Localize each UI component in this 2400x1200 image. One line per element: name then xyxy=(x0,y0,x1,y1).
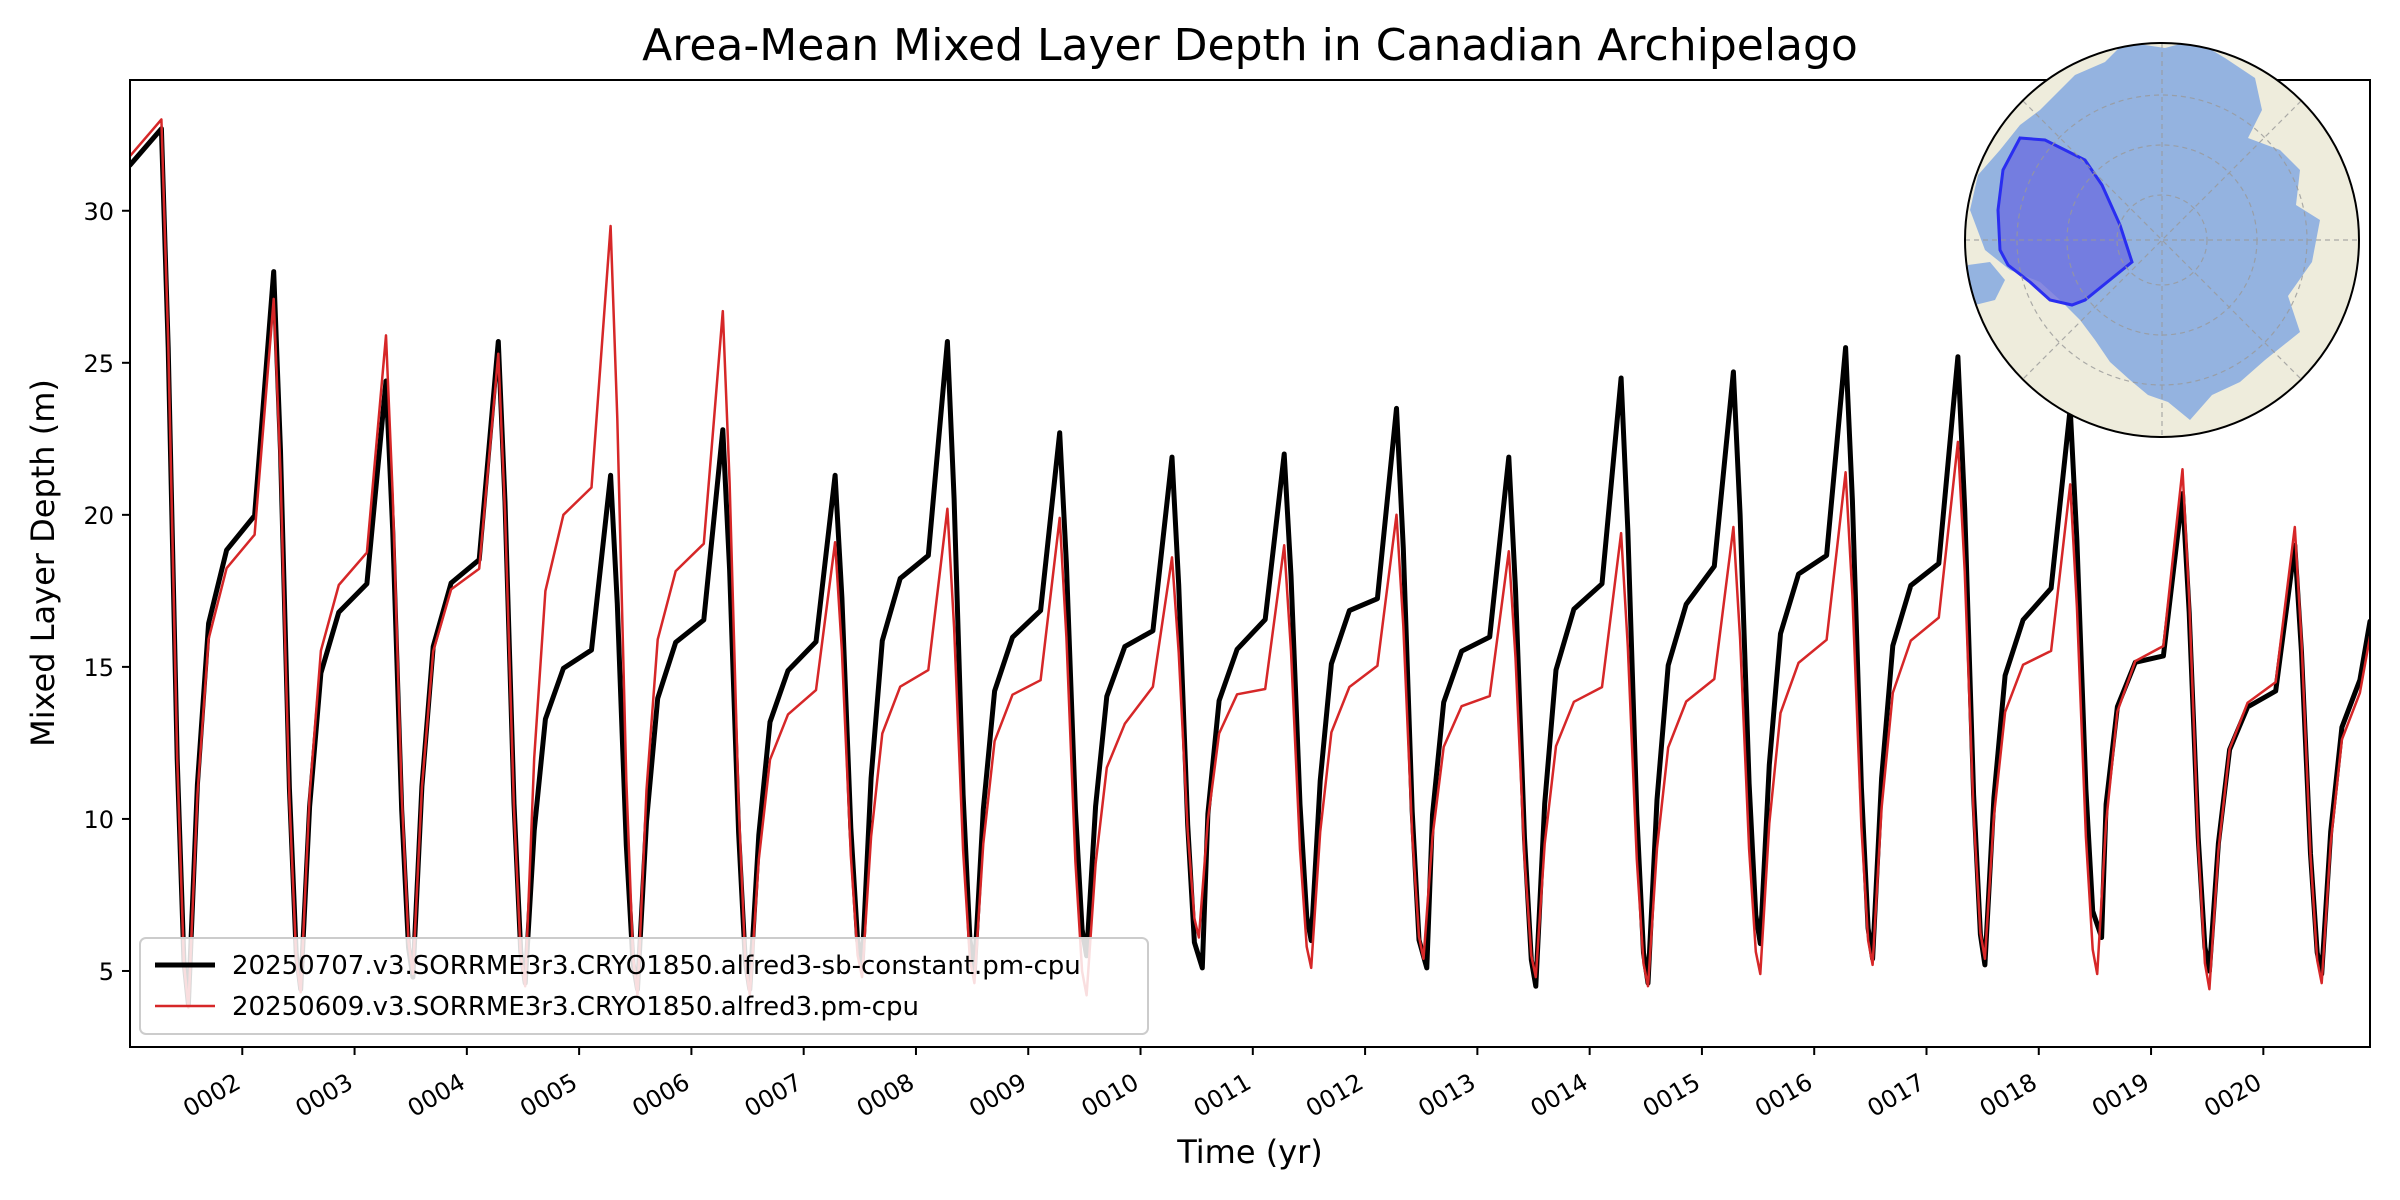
chart-title: Area-Mean Mixed Layer Depth in Canadian … xyxy=(642,20,1858,71)
y-tick-label: 15 xyxy=(83,654,114,682)
y-tick-label: 25 xyxy=(83,350,114,378)
series-line-2 xyxy=(130,118,2370,1009)
map-border xyxy=(1964,42,2360,438)
x-axis-label: Time (yr) xyxy=(1176,1133,1323,1171)
y-tick-label: 30 xyxy=(83,198,114,226)
y-tick-label: 5 xyxy=(99,958,114,986)
series-layer xyxy=(130,118,2370,1009)
y-axis: 5 10 15 20 25 30 xyxy=(83,198,130,986)
y-tick-label: 10 xyxy=(83,806,114,834)
canadian-archipelago-region xyxy=(1996,136,2134,307)
plot-frame xyxy=(129,79,2371,1048)
legend: 20250707.v3.SORRME3r3.CRYO1850.alfred3-s… xyxy=(139,937,1149,1035)
map-gridlines xyxy=(1965,43,2359,437)
legend-label-series-1: 20250707.v3.SORRME3r3.CRYO1850.alfred3-s… xyxy=(232,951,1081,981)
y-tick-label: 20 xyxy=(83,502,114,530)
inset-arctic-map xyxy=(1964,42,2360,438)
legend-label-series-2: 20250609.v3.SORRME3r3.CRYO1850.alfred3.p… xyxy=(232,992,919,1022)
y-axis-label: Mixed Layer Depth (m) xyxy=(24,379,62,747)
legend-box xyxy=(139,937,1149,1035)
